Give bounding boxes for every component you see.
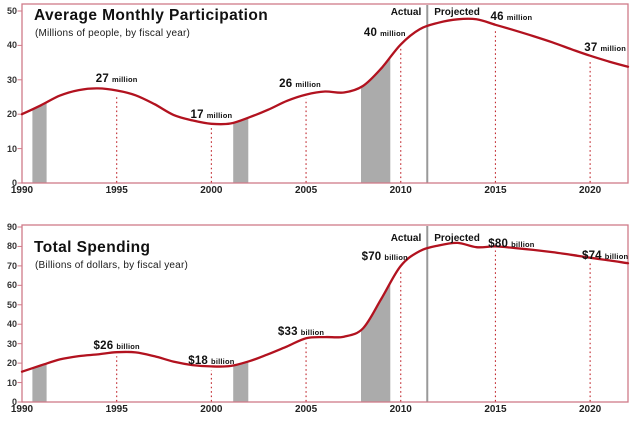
x-axis-label: 2020 [579,185,602,196]
x-axis-label: 2015 [484,404,507,415]
spending-plot [17,224,630,403]
chart-title: Total Spending [34,239,151,256]
data-label-value: $80 [488,238,509,251]
recession-band [233,117,249,183]
y-axis-label: 80 [6,241,17,252]
x-axis-label: 1995 [105,404,128,415]
data-label: 17 million [190,109,232,121]
data-label-value: $74 [581,249,602,262]
y-axis-label: 20 [6,358,17,369]
data-label: 27 million [96,73,138,85]
spending-chart: Total Spending (Billions of dollars, by … [0,212,639,428]
data-label-value: $18 [188,355,209,368]
data-label-value: $70 [361,250,382,263]
data-label-unit: million [600,43,627,53]
data-label-unit: billion [604,251,629,261]
plot-frame [21,224,629,403]
data-label: 40 million [364,27,406,39]
actual-label: Actual [390,7,422,18]
x-axis-label: 1990 [10,185,34,196]
data-label-value: $26 [93,340,114,353]
data-label: $74 billion [582,250,628,262]
recession-band [233,361,249,402]
participation-plot [17,3,630,184]
x-axis-label: 2000 [200,404,223,415]
chart-subtitle: (Millions of people, by fiscal year) [35,28,191,39]
y-axis-label: 0 [11,178,17,188]
data-label-value: 26 [279,77,293,90]
y-axis-label: 10 [6,377,17,388]
x-axis-label: 1995 [105,185,128,196]
data-label-unit: billion [511,240,535,250]
participation-chart: Average Monthly Participation (Millions … [0,0,639,212]
y-axis-label: 40 [6,40,17,51]
data-label-unit: billion [384,252,408,262]
recession-band [361,57,391,184]
data-label-unit: million [506,12,533,22]
x-axis-label: 1990 [10,404,34,415]
x-axis-label: 2010 [389,185,412,196]
chart-title: Average Monthly Participation [34,7,269,24]
data-label-value: 46 [490,10,504,23]
data-label: 46 million [491,11,533,23]
y-axis-label: 50 [6,299,17,310]
data-label-unit: million [112,75,138,85]
recession-band [361,283,391,402]
data-label: $18 billion [188,355,234,367]
x-axis-label: 2010 [389,404,412,415]
data-label: $33 billion [278,326,324,338]
data-label-value: 27 [95,73,109,86]
data-label-value: 40 [363,27,378,40]
plot-frame [21,3,629,184]
projected-label: Projected [434,7,480,18]
data-label: 37 million [584,42,626,54]
recession-band [32,102,47,183]
x-axis-label: 2020 [579,404,602,415]
y-axis-label: 20 [6,109,17,120]
data-label-value: 37 [584,41,598,54]
data-label-unit: billion [211,357,235,367]
y-axis-label: 30 [6,74,17,85]
x-axis-label: 2005 [294,404,318,415]
data-label-unit: billion [116,342,140,352]
projected-label: Projected [434,233,480,244]
x-axis-label: 2015 [484,185,507,196]
y-axis-label: 0 [11,397,17,407]
y-axis-label: 70 [6,260,17,271]
x-axis-label: 2005 [294,185,318,196]
x-axis-label: 2000 [200,185,223,196]
recession-band [32,363,47,402]
actual-label: Actual [390,233,422,244]
trend-line [20,17,630,126]
y-axis-label: 30 [6,338,17,349]
data-label-unit: million [295,79,321,89]
data-label: 26 million [279,78,321,90]
data-label-value: 17 [190,108,204,121]
y-axis-label: 10 [6,143,17,154]
data-label-value: $33 [277,326,298,339]
data-label: $26 billion [94,340,140,352]
data-label: $80 billion [488,238,534,250]
data-label-unit: million [206,110,233,120]
trend-line [20,241,630,373]
y-axis-label: 90 [6,222,17,232]
y-axis-label: 50 [6,6,17,16]
data-label-unit: million [380,29,406,39]
data-label: $70 billion [362,251,408,263]
data-label-unit: billion [300,328,325,338]
y-axis-label: 60 [6,280,17,291]
y-axis-label: 40 [6,319,17,330]
chart-subtitle: (Billions of dollars, by fiscal year) [35,260,189,271]
